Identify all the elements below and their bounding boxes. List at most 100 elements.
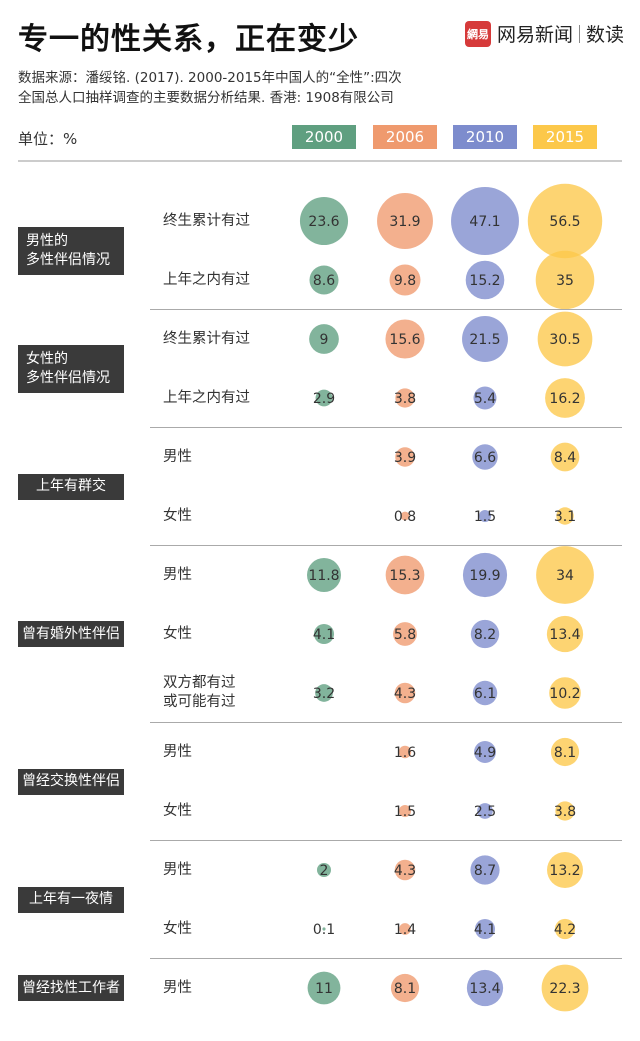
bubble-2006 — [377, 193, 433, 249]
bubble-2000 — [306, 557, 342, 593]
row-label: 男性 — [163, 566, 192, 583]
bubble-value-label: 13.2 — [549, 863, 580, 879]
bubble-2010 — [466, 969, 504, 1007]
bubble-value-label: 10.2 — [549, 686, 580, 702]
bubble-2010 — [470, 855, 500, 885]
unit-label: 单位：% — [18, 130, 78, 148]
bubble-value-label: 21.5 — [469, 332, 500, 348]
group-label-2: 上年有群交 — [18, 473, 124, 500]
netease-logo-icon: 網易 — [464, 20, 491, 47]
bubble-2006 — [400, 511, 410, 521]
bubble-value-label: 0.1 — [313, 922, 335, 938]
page-title: 专一的性关系，正在变少 — [18, 22, 359, 57]
source-line-2: 全国总人口抽样调查的主要数据分析结果. 香港: 1908有限公司 — [18, 90, 394, 106]
bubble-2006 — [399, 923, 411, 935]
bubble-2015 — [555, 801, 575, 821]
group-label-text: 曾经找性工作者 — [22, 979, 120, 996]
bubble-2006 — [395, 388, 415, 408]
logo-divider — [578, 24, 580, 43]
bubble-value-label: 6.6 — [474, 450, 496, 466]
bubble-2010 — [462, 552, 508, 598]
year-label-2000: 2000 — [292, 125, 356, 149]
group-label-1: 女性的 多性伴侣情况 — [18, 344, 124, 393]
row-label: 上年之内有过 — [163, 271, 250, 288]
bubble-value-label: 2.5 — [474, 804, 496, 820]
row-label: 终生累计有过 — [163, 212, 250, 229]
group-label-text: 曾有婚外性伴侣 — [22, 625, 120, 642]
row-label: 上年之内有过 — [163, 389, 250, 406]
bubble-value-label: 3.9 — [394, 450, 416, 466]
bubble-value-label: 4.2 — [554, 922, 576, 938]
bubble-2010 — [470, 619, 500, 649]
bubble-2015 — [547, 852, 583, 888]
bubble-value-label: 31.9 — [389, 214, 420, 230]
bubble-value-label: 5.4 — [474, 391, 496, 407]
bubble-2010 — [474, 918, 496, 940]
bubble-value-label: 19.9 — [469, 568, 500, 584]
bubble-2010 — [451, 187, 519, 255]
bubble-2010 — [473, 386, 497, 410]
brand-logo[interactable]: 網易 网易新闻 数读 — [464, 20, 624, 47]
bubble-value-label: 3.8 — [394, 391, 416, 407]
bubble-value-label: 2 — [320, 863, 329, 879]
group-label-text: 上年有群交 — [36, 478, 106, 494]
group-label-3: 曾有婚外性伴侣 — [18, 621, 124, 647]
group-label-5: 上年有一夜情 — [18, 886, 124, 913]
bubble-2015 — [536, 546, 594, 604]
bubble-2015 — [527, 183, 603, 259]
bubble-value-label: 3.1 — [554, 509, 576, 525]
bubble-2015 — [545, 378, 585, 418]
bubble-value-label: 1.6 — [394, 745, 416, 761]
bubble-value-label: 47.1 — [469, 214, 500, 230]
bubble-2006 — [389, 264, 421, 296]
bubble-value-label: 0.8 — [394, 509, 416, 525]
bubble-value-label: 8.4 — [554, 450, 576, 466]
bubble-2006 — [398, 745, 412, 759]
bubble-2006 — [385, 319, 425, 359]
bubble-2015 — [554, 918, 576, 940]
bubble-2015 — [537, 311, 593, 367]
row-label: 男性 — [163, 861, 192, 878]
bubble-2010 — [477, 803, 493, 819]
bubble-2015 — [556, 507, 574, 525]
bubble-value-label: 8.2 — [474, 627, 496, 643]
bubble-value-label: 8.1 — [394, 981, 416, 997]
row-label: 男性 — [163, 743, 192, 760]
year-label-2006: 2006 — [373, 125, 437, 149]
bubble-value-label: 8.7 — [474, 863, 496, 879]
bubble-value-label: 23.6 — [308, 214, 339, 230]
bubble-2006 — [385, 555, 425, 595]
row-label: 终生累计有过 — [163, 330, 250, 347]
bubble-value-label: 4.9 — [474, 745, 496, 761]
bubble-2010 — [474, 741, 496, 763]
bubble-2015 — [546, 615, 584, 653]
bubble-2006 — [395, 447, 415, 467]
brand-subname: 数读 — [585, 24, 624, 46]
bubble-value-label: 35 — [556, 273, 574, 289]
bubble-value-label: 22.3 — [549, 981, 580, 997]
group-label-4: 曾经交换性伴侣 — [18, 768, 124, 795]
bubble-value-label: 16.2 — [549, 391, 580, 407]
bubble-2015 — [549, 677, 581, 709]
bubble-value-label: 8.1 — [554, 745, 576, 761]
bubble-2000 — [315, 684, 333, 702]
row-label: 双方都有过 或可能有过 — [163, 675, 236, 710]
year-label-2015: 2015 — [533, 125, 597, 149]
bubble-2010 — [465, 260, 505, 300]
bubble-2010 — [472, 444, 498, 470]
row-label: 女性 — [163, 625, 192, 642]
bubble-value-label: 1.4 — [394, 922, 416, 938]
bubble-2000 — [299, 196, 349, 246]
group-label-0: 男性的 多性伴侣情况 — [18, 226, 124, 275]
bubble-2000 — [309, 324, 339, 354]
bubble-value-label: 34 — [556, 568, 574, 584]
bubble-2006 — [390, 973, 420, 1003]
bubble-value-label: 4.1 — [313, 627, 335, 643]
year-label-2010: 2010 — [453, 125, 517, 149]
bubble-2015 — [535, 250, 595, 310]
bubble-value-label: 1.5 — [394, 804, 416, 820]
bubble-value-label: 8.6 — [313, 273, 335, 289]
bubble-value-label: 13.4 — [549, 627, 580, 643]
bubble-value-label: 56.5 — [549, 214, 580, 230]
